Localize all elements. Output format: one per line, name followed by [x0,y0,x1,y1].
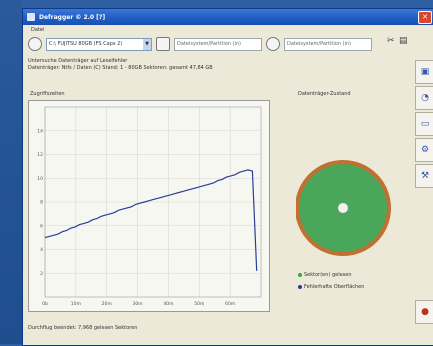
chart-panel-label: Zugriffszeiten [30,91,65,97]
toolbar-right: ✂ ▤ [387,36,409,46]
drive-select-value: C:\ FUJITSU 80GB (FS Caps 2) [49,41,123,47]
partition-field-1[interactable]: Dateisystem/Partition (in) [174,37,262,51]
menu-item-datei[interactable]: Datei [31,26,45,33]
disk-status-panel: Sektor(en) gelesen Fehlerhafte Oberfläch… [295,112,398,302]
disk-panel-label: Datenträger-Zustand [298,91,351,97]
window-title: Defragger © 2.0 [?] [39,13,106,21]
toolbar: C:\ FUJITSU 80GB (FS Caps 2) ▼ Dateisyst… [28,32,408,56]
bottom-status: Durchflug beendet: 7,968 gelesen Sektore… [28,325,138,331]
stop-icon: ● [421,307,429,317]
x-tick-label: 20m [102,301,112,307]
analyze-icon: ▣ [420,67,430,77]
partition-field-2[interactable]: Dateisystem/Partition (in) [284,37,372,51]
x-tick-label: 60m [225,301,235,307]
x-tick-label: 40m [163,301,173,307]
side-button-scan[interactable]: ⚒ [415,164,433,188]
drive-scan-icon[interactable] [28,37,42,51]
x-tick-label: 10m [71,301,81,307]
legend-errors: Fehlerhafte Oberflächen [298,284,364,290]
x-tick-label: 50m [194,301,204,307]
legend-read-marker [298,273,302,277]
status-area: Untersuche Datenträger auf Leselfehler D… [28,58,213,72]
side-button-pie[interactable]: ◔ [415,86,433,110]
filesystem-icon[interactable] [266,37,280,51]
y-tick-label: 4 [40,247,43,253]
cut-icon[interactable]: ✂ [387,36,395,46]
status-line-2: Datenträger: Ntfs / Daten (C) Stand: 1 -… [28,65,213,71]
chevron-down-icon[interactable]: ▼ [143,38,151,50]
y-tick-label: 12 [37,152,43,158]
chart-svg: 2 4 6 8 10 12 14 0b 10m 20m 30m 40m 50m 60m [37,106,262,307]
plot-frame [44,106,262,298]
scan-icon: ⚒ [420,171,430,181]
menu-bar: Datei [23,25,433,34]
series-line [44,169,258,271]
access-time-chart: 2 4 6 8 10 12 14 0b 10m 20m 30m 40m 50m 60m [28,100,270,312]
y-tick-label: 6 [40,223,43,229]
disk-spindle [338,203,348,213]
desktop-background [0,0,22,344]
side-toolbar: ▣ ◔ ▭ ⚙ ⚒ ● [415,60,433,324]
side-button-tools[interactable]: ⚙ [415,138,433,162]
close-button[interactable]: ✕ [418,11,432,24]
y-tick-label: 2 [40,271,43,277]
drive-select[interactable]: C:\ FUJITSU 80GB (FS Caps 2) ▼ [46,37,152,51]
save-icon[interactable]: ▤ [399,36,408,46]
y-tick-label: 10 [37,176,43,182]
side-button-monitor[interactable]: ▭ [415,112,433,136]
legend-read: Sektor(en) gelesen [298,272,352,278]
x-tick-label: 30m [133,301,143,307]
stop-button[interactable]: ● [415,300,433,324]
x-tick-label: 0b [42,301,48,307]
tools-icon: ⚙ [420,145,430,155]
legend-errors-label: Fehlerhafte Oberflächen [304,284,365,290]
monitor-icon: ▭ [420,119,430,129]
y-tick-label: 8 [40,200,43,206]
y-tick-label: 14 [37,128,43,134]
status-line-1: Untersuche Datenträger auf Leselfehler [28,58,128,64]
title-bar: Defragger © 2.0 [?] ✕ [23,9,433,25]
partition-icon[interactable] [156,37,170,51]
legend-errors-marker [298,285,302,289]
disk-map [295,160,391,256]
side-button-analyze[interactable]: ▣ [415,60,433,84]
legend-read-label: Sektor(en) gelesen [304,272,352,278]
pie-icon: ◔ [421,93,429,103]
app-icon [27,13,35,21]
